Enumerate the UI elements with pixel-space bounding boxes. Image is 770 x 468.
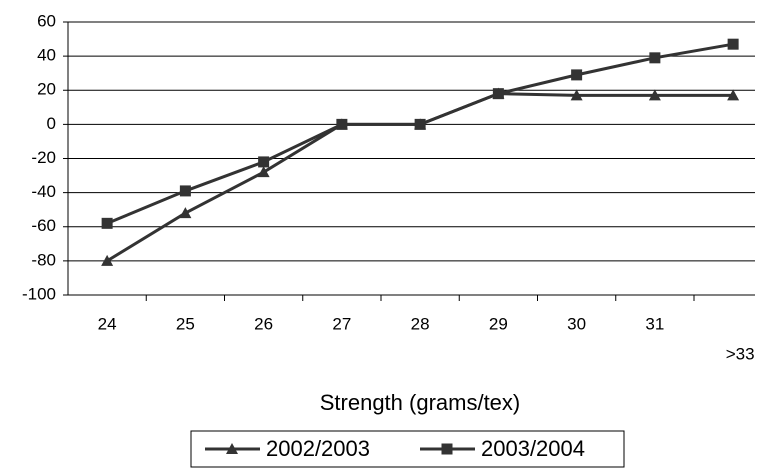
x-tick-label: 24: [98, 314, 117, 333]
y-tick-label: -100: [22, 284, 56, 303]
x-axis-title: Strength (grams/tex): [320, 390, 521, 415]
triangle-marker: [648, 89, 661, 101]
triangle-marker: [727, 89, 740, 101]
x-tick-label: 28: [411, 314, 430, 333]
square-marker: [492, 88, 504, 100]
triangle-marker: [179, 207, 192, 219]
y-tick-label: -40: [31, 182, 56, 201]
x-tick-label: 27: [332, 314, 351, 333]
y-tick-label: -80: [31, 250, 56, 269]
square-marker: [571, 69, 583, 81]
square-marker: [727, 38, 739, 50]
square-marker: [414, 118, 426, 130]
y-tick-label: 60: [37, 11, 56, 30]
triangle-marker: [570, 89, 583, 101]
square-marker: [258, 156, 270, 168]
legend-box: [190, 430, 625, 468]
triangle-marker: [226, 443, 238, 454]
square-marker: [441, 443, 453, 455]
y-tick-label: 40: [37, 46, 56, 65]
x-tick-label: 31: [645, 314, 664, 333]
square-marker: [336, 118, 348, 130]
x-tick-label: >33: [726, 344, 755, 363]
legend-label: 2003/2004: [481, 436, 585, 461]
series-line: [106, 42, 734, 225]
y-tick-label: -60: [31, 216, 56, 235]
x-tick-label: 29: [489, 314, 508, 333]
square-marker: [101, 217, 113, 229]
legend-label: 2002/2003: [266, 436, 370, 461]
square-marker: [179, 185, 191, 197]
triangle-marker: [257, 166, 270, 178]
x-tick-label: 26: [254, 314, 273, 333]
y-tick-label: -20: [31, 148, 56, 167]
square-marker: [649, 52, 661, 64]
y-tick-label: 20: [37, 80, 56, 99]
y-tick-label: 0: [47, 114, 56, 133]
triangle-marker: [101, 254, 114, 266]
x-tick-label: 30: [567, 314, 586, 333]
x-tick-label: 25: [176, 314, 195, 333]
